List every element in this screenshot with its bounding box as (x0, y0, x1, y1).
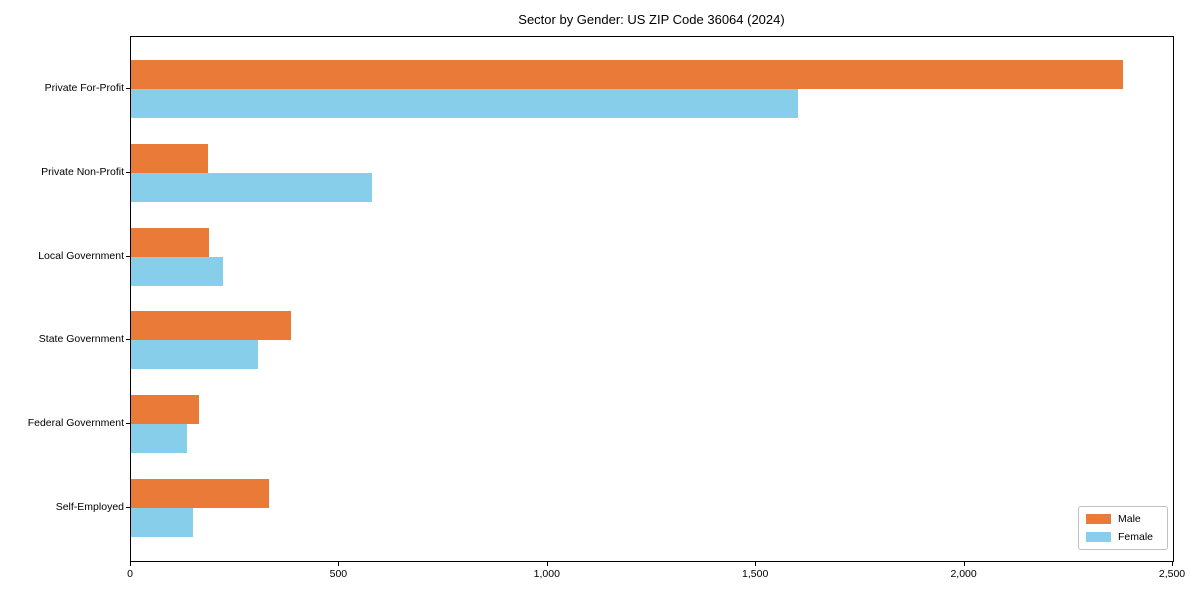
x-tick-label-1000: 1,000 (533, 568, 560, 580)
y-tick-local-government (126, 255, 130, 257)
bar-male-local-government (131, 227, 210, 257)
y-tick-label-private-for-profit: Private For-Profit (44, 82, 124, 94)
legend: Male Female (1078, 506, 1168, 550)
y-tick-private-non-profit (126, 171, 130, 173)
x-tick-label-0: 0 (127, 568, 133, 580)
legend-label-male: Male (1118, 513, 1141, 525)
legend-item-female: Female (1086, 531, 1160, 543)
bar-female-self-employed (131, 508, 193, 537)
y-tick-private-for-profit (126, 88, 130, 89)
bar-male-private-non-profit (131, 143, 209, 173)
y-tick-state-government (126, 339, 130, 341)
plot-area (130, 36, 1174, 562)
bar-female-private-non-profit (131, 172, 372, 202)
bar-male-federal-government (131, 395, 199, 425)
x-tick-2000 (963, 562, 965, 566)
legend-label-female: Female (1118, 531, 1154, 543)
bar-male-state-government (131, 311, 292, 341)
y-tick-federal-government (126, 423, 130, 425)
x-tick-label-1500: 1,500 (742, 568, 769, 580)
y-tick-label-self-employed: Self-Employed (55, 501, 124, 513)
x-tick-label-2500: 2,500 (1158, 568, 1186, 580)
y-tick-label-local-government: Local Government (38, 249, 124, 262)
bar-female-private-for-profit (131, 89, 798, 118)
y-tick-self-employed (126, 507, 130, 508)
bar-male-private-for-profit (131, 60, 1123, 89)
bar-male-self-employed (131, 479, 270, 508)
bar-female-state-government (131, 340, 258, 370)
x-tick-label-2000: 2,000 (950, 568, 977, 580)
x-tick-0 (130, 562, 131, 566)
y-tick-label-state-government: State Government (38, 333, 124, 346)
female-swatch-icon (1086, 532, 1111, 542)
bar-female-federal-government (131, 424, 187, 454)
x-tick-1000 (546, 562, 548, 566)
y-tick-label-federal-government: Federal Government (27, 417, 124, 430)
x-tick-500 (338, 562, 340, 566)
y-tick-label-private-non-profit: Private Non-Profit (41, 165, 124, 178)
male-swatch-icon (1086, 514, 1111, 524)
x-tick-label-500: 500 (329, 568, 348, 580)
x-tick-2500 (1172, 562, 1173, 566)
legend-item-male: Male (1086, 513, 1160, 525)
chart-title: Sector by Gender: US ZIP Code 36064 (202… (518, 12, 785, 27)
x-tick-1500 (755, 562, 757, 566)
bar-female-local-government (131, 256, 223, 286)
